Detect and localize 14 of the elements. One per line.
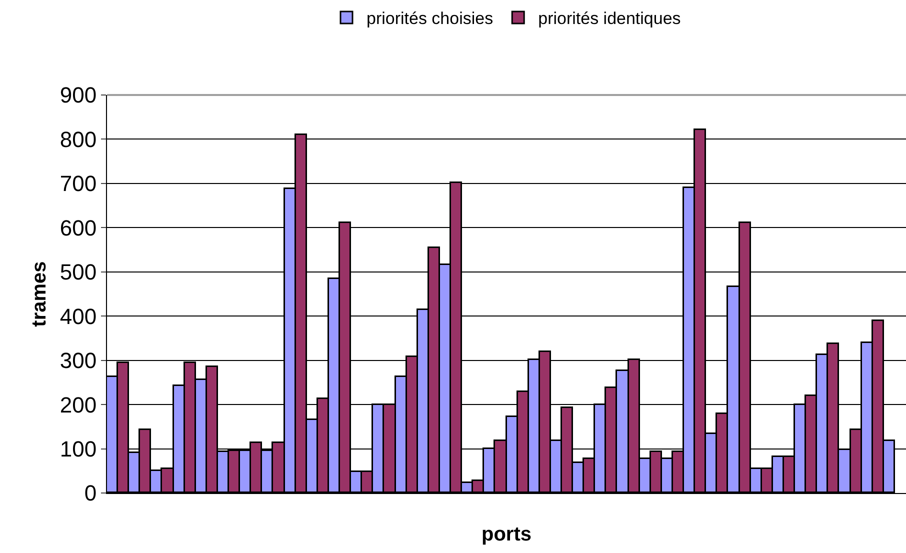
y-tick-label: 100 — [60, 436, 97, 462]
legend-label: priorités choisies — [366, 9, 494, 28]
y-tick-label: 900 — [60, 82, 97, 108]
y-tick-label: 500 — [60, 260, 97, 285]
x-axis-title: ports — [482, 524, 532, 546]
y-tick-label: 300 — [60, 348, 97, 374]
y-tick-label: 200 — [60, 392, 97, 418]
y-tick-label: 600 — [60, 215, 97, 240]
y-tick-label: 400 — [60, 304, 97, 329]
legend-label: priorités identiques — [538, 9, 681, 28]
y-tick-label: 0 — [84, 480, 97, 506]
y-tick-label: 800 — [60, 126, 97, 152]
y-tick-label: 700 — [60, 171, 97, 196]
y-axis-title: trames — [28, 261, 50, 327]
